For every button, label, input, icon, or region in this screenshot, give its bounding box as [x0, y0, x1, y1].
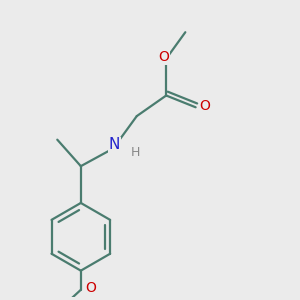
Text: H: H [130, 146, 140, 159]
Text: O: O [85, 281, 96, 295]
Text: O: O [158, 50, 169, 64]
Text: O: O [200, 99, 211, 113]
Text: N: N [109, 137, 120, 152]
